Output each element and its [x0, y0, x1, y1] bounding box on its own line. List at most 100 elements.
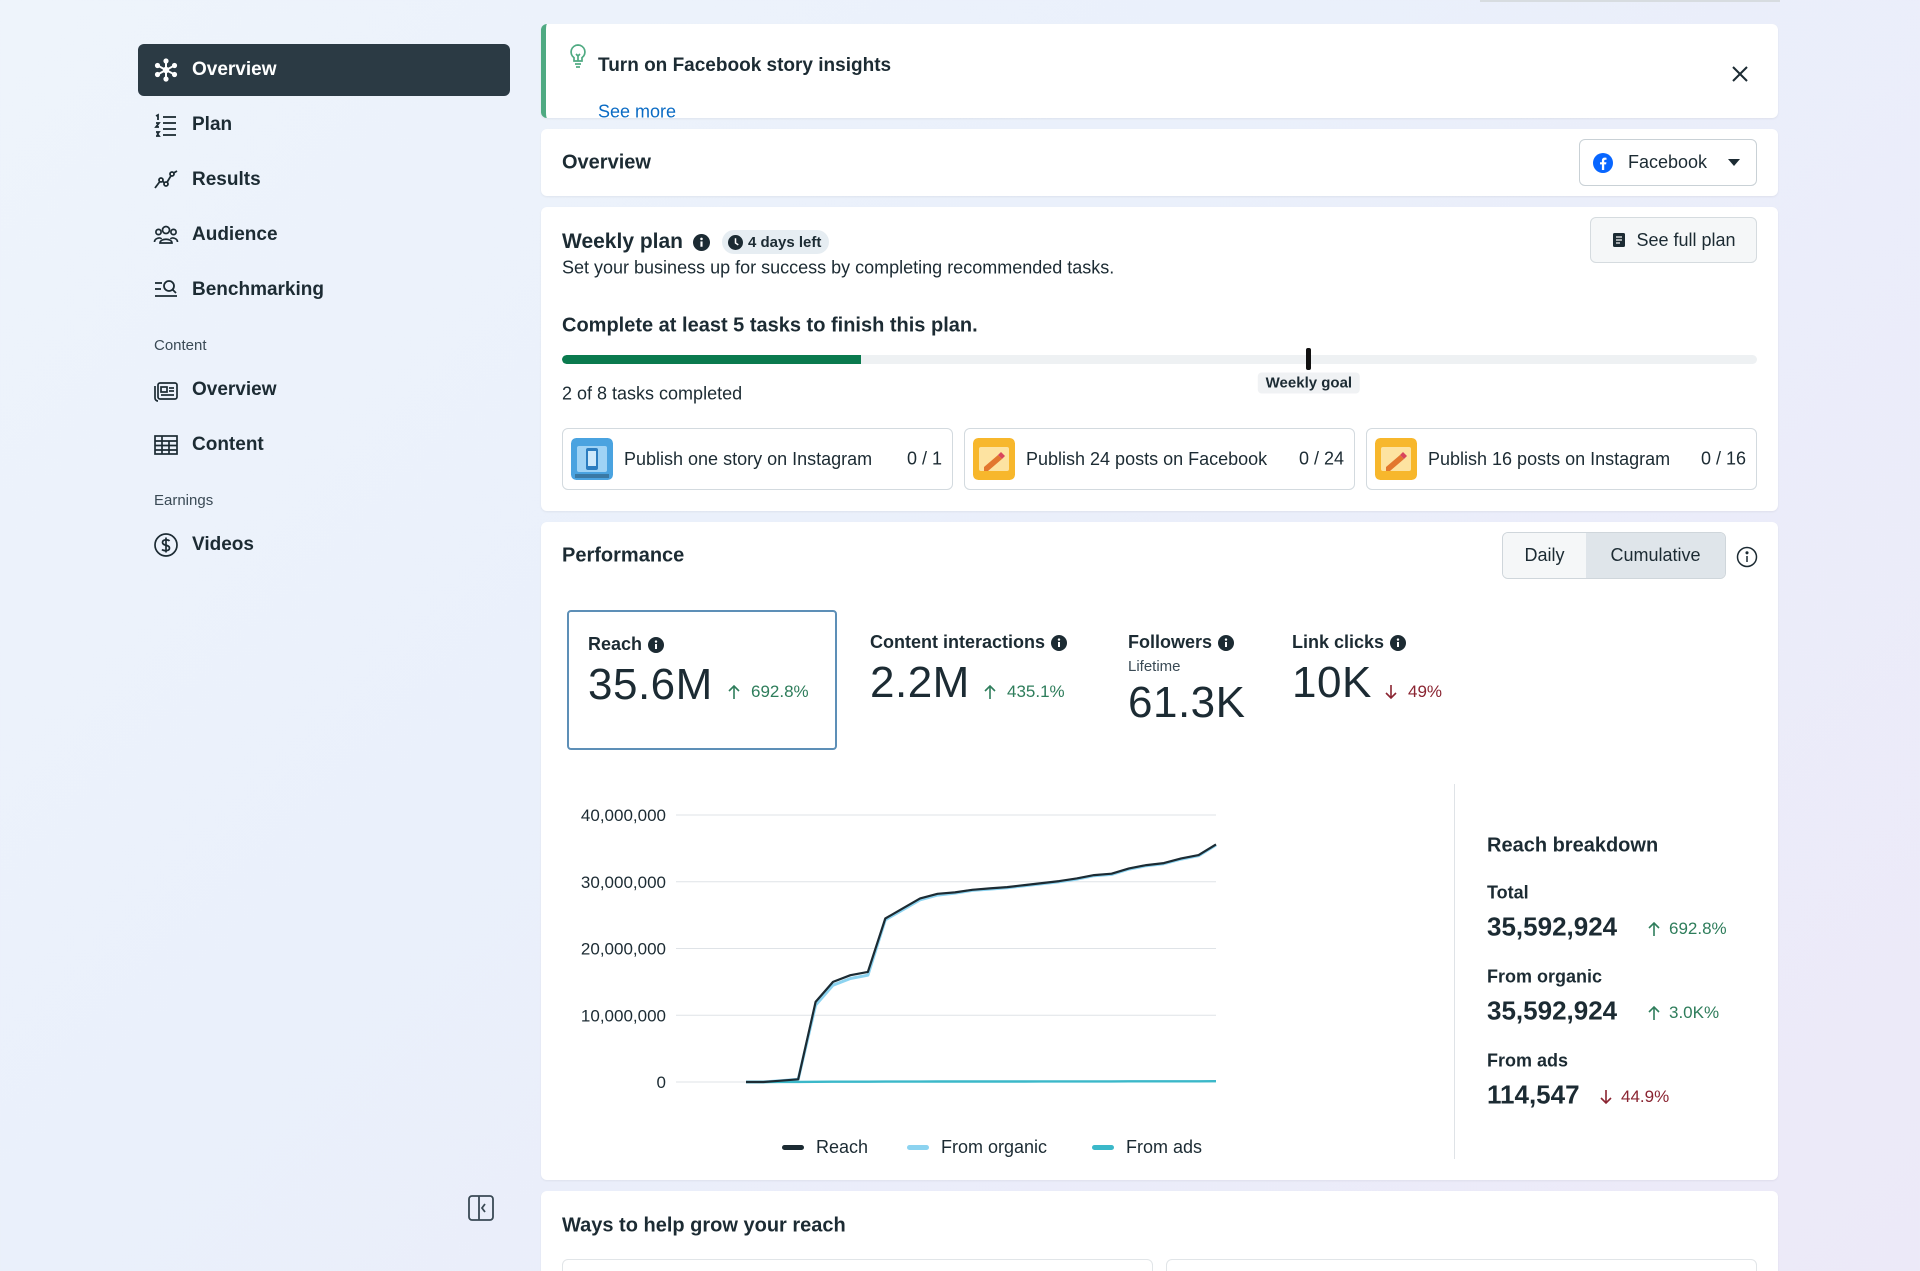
- task-card-instagram-posts[interactable]: Publish 16 posts on Instagram 0 / 16: [1366, 428, 1757, 490]
- plan-progress-bar: [562, 355, 1757, 364]
- sidebar-item-label: Overview: [192, 59, 277, 80]
- lightbulb-icon: [566, 42, 590, 70]
- metric-change: 692.8%: [727, 682, 809, 702]
- metric-value: 35.6M: [588, 660, 713, 709]
- platform-dropdown-value: Facebook: [1628, 152, 1708, 172]
- task-card-facebook-posts[interactable]: Publish 24 posts on Facebook 0 / 24: [964, 428, 1355, 490]
- metric-change-text: 435.1%: [1007, 682, 1065, 701]
- metric-value: 61.3K: [1128, 678, 1246, 727]
- breakdown-organic-value: 35,592,924: [1487, 995, 1618, 1026]
- sidebar-item-content-overview[interactable]: Overview: [138, 364, 510, 416]
- platform-dropdown[interactable]: Facebook: [1579, 139, 1757, 186]
- table-icon: [152, 431, 180, 459]
- metric-change-text: 692.8%: [751, 682, 809, 701]
- legend-item-ads[interactable]: From ads: [1092, 1137, 1202, 1158]
- weekly-goal-marker: [1306, 348, 1312, 370]
- performance-title: Performance: [562, 544, 685, 567]
- legend-item-reach[interactable]: Reach: [782, 1137, 868, 1158]
- metric-tab-link-clicks[interactable]: Link clicks 10K 49%: [1292, 610, 1462, 750]
- see-full-plan-button[interactable]: See full plan: [1590, 217, 1757, 263]
- dollar-icon: [152, 531, 180, 559]
- metric-sublabel: Lifetime: [1128, 658, 1181, 675]
- see-full-plan-label: See full plan: [1636, 229, 1736, 250]
- trend-icon: [152, 166, 180, 194]
- metric-value: 2.2M: [870, 658, 970, 707]
- task-count: 0 / 24: [1298, 448, 1344, 469]
- info-icon: [1051, 634, 1068, 651]
- metric-tab-followers[interactable]: Followers Lifetime 61.3K: [1128, 610, 1258, 750]
- task-card-instagram-story[interactable]: Publish one story on Instagram 0 / 1: [562, 428, 953, 490]
- reach-breakdown-title: Reach breakdown: [1487, 834, 1659, 857]
- legend-label: From organic: [941, 1137, 1048, 1157]
- content-overview-icon: [152, 376, 180, 404]
- sidebar: Overview Plan Results Audience Benchmark…: [138, 44, 510, 574]
- see-more-link[interactable]: See more: [598, 101, 677, 122]
- metric-label: Link clicks: [1292, 632, 1407, 653]
- tasks-completed-text: 2 of 8 tasks completed: [562, 383, 743, 404]
- breakdown-ads-value: 114,547: [1487, 1079, 1580, 1110]
- info-outline-icon[interactable]: [1736, 546, 1758, 568]
- legend-swatch: [782, 1145, 804, 1150]
- close-banner-button[interactable]: [1730, 64, 1750, 84]
- grow-suggestion-card[interactable]: [1166, 1259, 1757, 1271]
- grow-reach-title: Ways to help grow your reach: [562, 1214, 846, 1237]
- breakdown-organic-label: From organic: [1487, 966, 1603, 987]
- grow-reach-card: Ways to help grow your reach: [541, 1191, 1778, 1271]
- clock-icon: [728, 234, 743, 250]
- collapse-sidebar-button[interactable]: [466, 1193, 496, 1223]
- metric-tab-reach[interactable]: Reach 35.6M 692.8%: [567, 610, 837, 750]
- metric-change: 49%: [1384, 682, 1442, 702]
- series-line-organic: [746, 843, 1217, 1084]
- breakdown-change-text: 692.8%: [1669, 919, 1727, 938]
- weekly-plan-header: Weekly plan 4 days left: [562, 229, 830, 255]
- breakdown-change-text: 3.0K%: [1669, 1003, 1720, 1022]
- arrow-up-icon: [984, 684, 996, 699]
- metric-label: Reach: [588, 634, 665, 655]
- reach-line-chart: 0 10,000,000 20,000,000 30,000,000 40,000,00…: [581, 806, 1217, 1092]
- metric-label-text: Reach: [588, 634, 643, 654]
- info-icon: [1390, 634, 1407, 651]
- top-scroll-indicator: [1480, 0, 1780, 2]
- weekly-goal-label: Weekly goal: [1257, 372, 1361, 394]
- task-label: Publish 16 posts on Instagram: [1428, 448, 1671, 469]
- task-label: Publish one story on Instagram: [624, 448, 873, 469]
- breakdown-ads-change: 44.9%: [1599, 1087, 1669, 1107]
- task-label: Publish 24 posts on Facebook: [1026, 448, 1268, 469]
- sidebar-item-benchmarking[interactable]: Benchmarking: [138, 264, 510, 316]
- arrow-up-icon: [1648, 921, 1660, 936]
- legend-swatch: [1092, 1145, 1114, 1150]
- breakdown-total-label: Total: [1487, 882, 1529, 903]
- metric-tab-content-interactions[interactable]: Content interactions 2.2M 435.1%: [870, 610, 1100, 750]
- cumulative-toggle-button[interactable]: Cumulative: [1586, 533, 1725, 578]
- sidebar-item-results[interactable]: Results: [138, 154, 510, 206]
- people-icon: [152, 221, 180, 249]
- series-line-ads: [746, 1080, 1217, 1084]
- grow-suggestion-card[interactable]: [562, 1259, 1153, 1271]
- page-title: Overview: [562, 151, 651, 174]
- sidebar-item-overview[interactable]: Overview: [138, 44, 510, 96]
- series-line-reach: [746, 843, 1217, 1084]
- daily-toggle-button[interactable]: Daily: [1503, 533, 1586, 578]
- arrow-up-icon: [1648, 1005, 1660, 1020]
- sidebar-item-plan[interactable]: Plan: [138, 99, 510, 151]
- metric-label: Content interactions: [870, 632, 1068, 653]
- metric-label-text: Content interactions: [870, 632, 1046, 652]
- y-tick-label: 30,000,000: [581, 873, 666, 892]
- breakdown-ads-label: From ads: [1487, 1050, 1569, 1071]
- legend-item-organic[interactable]: From organic: [907, 1137, 1047, 1158]
- sidebar-item-label: Results: [192, 169, 261, 190]
- list-icon: [152, 111, 180, 139]
- sidebar-section-content: Content: [154, 337, 207, 354]
- sidebar-item-audience[interactable]: Audience: [138, 209, 510, 261]
- y-tick-label: 0: [657, 1073, 666, 1092]
- sidebar-item-content[interactable]: Content: [138, 419, 510, 471]
- facebook-icon: [1593, 152, 1613, 173]
- weekly-plan-card: Weekly plan 4 days left Set your busines…: [541, 207, 1778, 511]
- breakdown-organic-change: 3.0K%: [1647, 1003, 1719, 1023]
- sidebar-item-videos[interactable]: Videos: [138, 519, 510, 571]
- info-icon[interactable]: [693, 233, 710, 251]
- document-icon: [1613, 233, 1626, 247]
- task-count: 0 / 16: [1700, 448, 1746, 469]
- y-tick-label: 10,000,000: [581, 1006, 666, 1025]
- close-icon: [1732, 66, 1748, 82]
